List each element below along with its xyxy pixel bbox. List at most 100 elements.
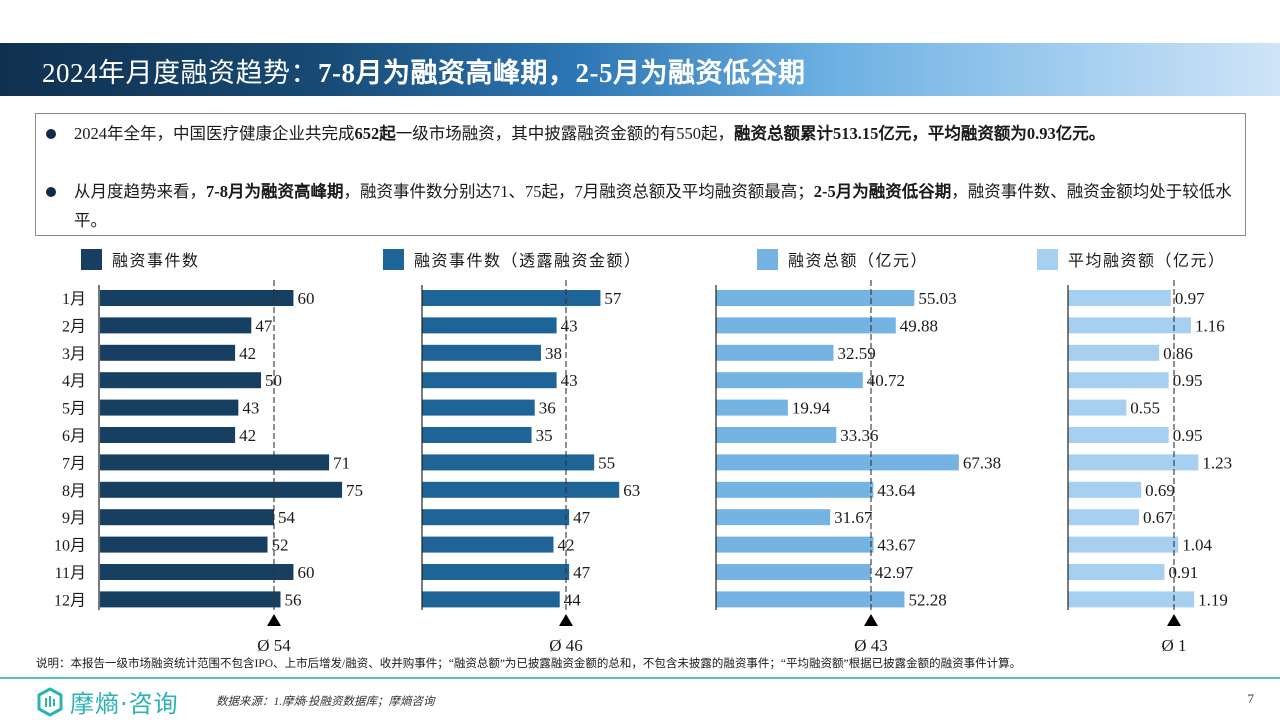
month-label: 6月 <box>62 428 86 445</box>
bar <box>1068 536 1179 553</box>
bar <box>1068 399 1127 416</box>
bar-value-label: 55 <box>598 453 615 472</box>
bar-value-label: 60 <box>297 289 314 308</box>
bullet-dot-icon <box>46 187 56 197</box>
page-number: 7 <box>1247 691 1255 706</box>
title-part-3: 2-5月为融资低谷期 <box>575 58 806 88</box>
month-label: 2月 <box>62 318 86 335</box>
text-run: ，融资事件数分别达71、75起，7月融资总额及平均融资额最高； <box>343 182 814 201</box>
bar-value-label: 67.38 <box>963 453 1001 472</box>
bar-value-label: 71 <box>333 453 350 472</box>
bar-value-label: 43.67 <box>877 536 916 555</box>
bar <box>422 481 620 498</box>
bar <box>422 372 557 389</box>
month-label: 4月 <box>62 373 86 390</box>
average-marker-icon <box>559 614 573 626</box>
bar-value-label: 32.59 <box>837 344 875 363</box>
bar-value-label: 0.67 <box>1143 508 1173 527</box>
bar-value-label: 38 <box>545 344 562 363</box>
bar <box>422 399 535 416</box>
bar-value-label: 57 <box>604 289 622 308</box>
month-label: 8月 <box>62 483 86 500</box>
brand-logo: 摩熵·咨询 <box>36 684 179 719</box>
month-label: 9月 <box>62 510 86 527</box>
bar <box>716 509 831 526</box>
title-bar: 2024年月度融资趋势：7-8月为融资高峰期，2-5月为融资低谷期 <box>0 43 1280 96</box>
average-label: Ø 46 <box>549 636 583 655</box>
bar <box>422 454 595 471</box>
bar-value-label: 43 <box>242 399 259 418</box>
bar-value-label: 36 <box>539 399 556 418</box>
bar-value-label: 49.88 <box>900 316 938 335</box>
title-part-2: 7-8月为融资高峰期， <box>318 58 576 88</box>
bar-value-label: 42 <box>239 344 256 363</box>
average-label: Ø 54 <box>257 636 291 655</box>
text-bold: 融资总额累计513.15亿元，平均融资额为0.93亿元。 <box>734 124 1106 143</box>
bar <box>1068 290 1171 306</box>
month-label: 11月 <box>55 565 86 582</box>
text-run: ，融资事件数、融资金额均处于较低水平。 <box>74 182 1232 230</box>
page-title: 2024年月度融资趋势：7-8月为融资高峰期，2-5月为融资低谷期 <box>42 51 806 90</box>
bar <box>99 454 330 471</box>
title-part-1: 2024年月度融资趋势： <box>42 58 318 88</box>
bar-value-label: 0.86 <box>1163 344 1193 363</box>
average-marker-icon <box>1167 614 1181 626</box>
bar <box>99 591 281 608</box>
bar-value-label: 0.91 <box>1168 563 1198 582</box>
bar <box>99 317 252 334</box>
bar-value-label: 31.67 <box>834 508 873 527</box>
text-bold: 2-5月为融资低谷期 <box>813 182 952 201</box>
text-bold: 652起 <box>354 124 396 143</box>
chart-panel-1: 1月2月3月4月5月6月7月8月9月10月11月12月6047425043427… <box>54 280 363 655</box>
summary-box: 2024年全年，中国医疗健康企业共完成652起一级市场融资，其中披露融资金额的有… <box>35 113 1246 236</box>
bar-value-label: 56 <box>284 590 301 609</box>
bar-value-label: 33.36 <box>840 426 878 445</box>
bar <box>1068 564 1165 580</box>
bar <box>99 290 294 306</box>
month-label: 10月 <box>54 538 86 555</box>
bar-value-label: 43 <box>561 316 578 335</box>
bar <box>99 564 294 580</box>
month-label: 3月 <box>62 346 86 363</box>
summary-bullet-2: 从月度趋势来看，7-8月为融资高峰期，融资事件数分别达71、75起，7月融资总额… <box>46 177 1236 235</box>
bar-value-label: 0.69 <box>1145 481 1175 500</box>
legend-swatch <box>1037 248 1058 270</box>
legend-swatch <box>383 248 404 270</box>
bar-value-label: 43 <box>561 371 578 390</box>
bar <box>99 399 239 416</box>
bar <box>1068 591 1195 608</box>
logo-text: 摩熵·咨询 <box>70 690 179 718</box>
bar <box>1068 509 1140 526</box>
bar-value-label: 40.72 <box>867 371 905 390</box>
bar <box>1068 427 1169 443</box>
bullet-text: 从月度趋势来看，7-8月为融资高峰期，融资事件数分别达71、75起，7月融资总额… <box>46 177 1236 235</box>
methodology-note: 说明：本报告一级市场融资统计范围不包含IPO、上市后增发/融资、收并购事件；“融… <box>36 658 1022 670</box>
bar <box>422 536 554 553</box>
bar <box>716 372 863 389</box>
bar-value-label: 52 <box>272 536 289 555</box>
bar <box>422 591 560 608</box>
bar <box>716 536 874 553</box>
text-run: 从月度趋势来看， <box>74 182 206 201</box>
bar-value-label: 75 <box>346 481 363 500</box>
bar <box>1068 344 1160 361</box>
bar-value-label: 55.03 <box>918 289 956 308</box>
bar-value-label: 0.55 <box>1130 399 1160 418</box>
bar-value-label: 1.04 <box>1182 536 1212 555</box>
bar-value-label: 35 <box>536 426 553 445</box>
bar-charts: 1月2月3月4月5月6月7月8月9月10月11月12月6047425043427… <box>54 280 1232 655</box>
average-marker-icon <box>267 614 281 626</box>
bar-value-label: 47 <box>573 563 591 582</box>
text-run: 一级市场融资，其中披露融资金额的有550起， <box>395 124 734 143</box>
text-run: 2024年全年，中国医疗健康企业共完成 <box>74 124 355 143</box>
chart-panel-3: 55.03 49.88 32.59 40.72 19.94 33.36 67.38 43.64… <box>715 280 1001 655</box>
legend-label: 融资事件数 <box>112 253 200 270</box>
bar-value-label: 42.97 <box>875 563 914 582</box>
bar <box>422 427 532 443</box>
month-label: 12月 <box>54 592 86 609</box>
bar <box>1068 481 1142 498</box>
bar-value-label: 1.23 <box>1202 453 1232 472</box>
bar <box>716 591 905 608</box>
bar <box>99 509 274 526</box>
